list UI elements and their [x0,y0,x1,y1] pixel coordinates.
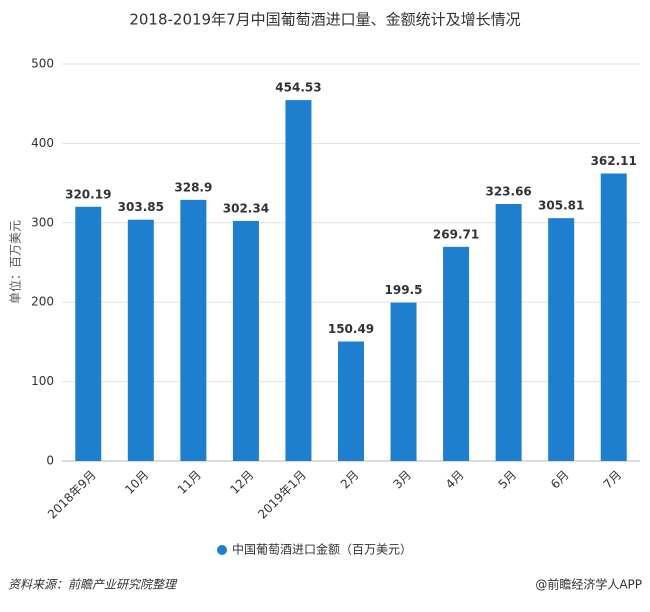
data-label: 269.71 [433,227,479,241]
x-tick-label: 5月 [495,468,519,492]
data-label: 305.81 [538,199,584,213]
bar [548,218,575,461]
bar [390,302,417,461]
bar [127,219,154,461]
data-label: 323.66 [485,185,531,199]
data-label: 150.49 [328,322,374,336]
data-label: 362.11 [591,154,637,168]
x-tick-label: 2月 [338,468,362,492]
x-tick-label: 3月 [390,468,414,492]
data-label: 303.85 [118,200,164,214]
bar [443,246,470,461]
bar [600,173,627,461]
y-tick-label: 100 [31,374,54,388]
bar [232,220,259,461]
data-label: 320.19 [65,187,111,201]
legend-label: 中国葡萄酒进口金额（百万美元） [232,542,412,557]
y-tick-label: 400 [31,136,54,150]
y-tick-label: 0 [46,454,54,468]
bar [180,199,207,461]
x-tick-label: 4月 [443,468,467,492]
bar [285,100,312,461]
data-label: 199.5 [385,283,423,297]
source: 资料来源：前瞻产业研究院整理 [8,578,178,592]
y-tick-label: 300 [31,215,54,229]
x-tick-label: 2019年1月 [255,468,309,522]
bar [495,204,522,461]
data-label: 302.34 [223,201,269,215]
data-label: 454.53 [275,81,321,95]
y-tick-label: 200 [31,295,54,309]
bar [338,341,364,461]
y-axis-label: 单位：百万美元 [8,220,23,304]
x-tick-label: 10月 [122,468,151,497]
x-tick-label: 7月 [601,468,625,492]
x-tick-label: 12月 [227,468,256,497]
x-tick-label: 2018年9月 [45,468,99,522]
legend-marker [217,545,227,555]
x-tick-label: 6月 [548,468,572,492]
x-tick-label: 11月 [175,468,204,497]
y-tick-label: 500 [31,57,54,71]
credit: @前瞻经济学人APP [535,577,642,592]
bar [75,206,102,461]
data-label: 328.9 [174,180,212,194]
chart-title: 2018-2019年7月中国葡萄酒进口量、金额统计及增长情况 [129,11,520,29]
